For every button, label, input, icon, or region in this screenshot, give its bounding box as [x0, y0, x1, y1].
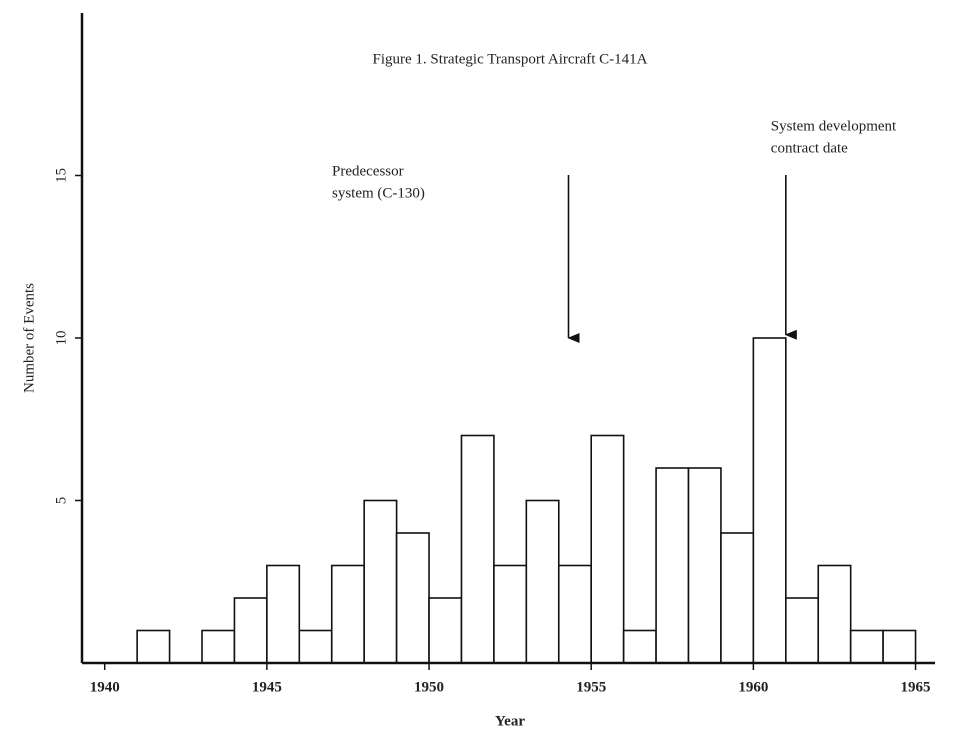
x-tick-label: 1940	[90, 679, 120, 695]
x-tick-label: 1955	[576, 679, 606, 695]
annotation-text: contract date	[771, 140, 848, 156]
bar	[266, 564, 301, 664]
bar	[525, 499, 560, 664]
bar	[428, 597, 463, 664]
chart-title: Figure 1. Strategic Transport Aircraft C…	[373, 51, 648, 67]
bar	[233, 597, 268, 664]
bar	[720, 532, 755, 664]
bar	[622, 629, 657, 664]
bar	[395, 532, 430, 664]
y-tick-label: 5	[53, 497, 69, 505]
annotation-text: System development	[771, 118, 897, 134]
bar	[557, 564, 593, 664]
x-tick-label: 1965	[901, 679, 931, 695]
annotation-text: Predecessor	[332, 163, 404, 179]
bar	[849, 629, 884, 664]
x-tick-label: 1950	[414, 679, 444, 695]
y-tick-label: 10	[53, 331, 69, 346]
y-axis-label: Number of Events	[21, 283, 37, 393]
annotation-text: system (C-130)	[332, 185, 425, 201]
bar	[817, 564, 852, 664]
bar	[493, 564, 528, 664]
bar	[136, 629, 171, 664]
x-axis-label: Year	[495, 713, 525, 729]
bar	[201, 629, 236, 664]
bar	[298, 629, 333, 664]
bar	[785, 597, 820, 664]
bar	[655, 467, 690, 664]
bar	[882, 629, 917, 664]
x-tick-label: 1960	[738, 679, 768, 695]
bar	[752, 337, 787, 664]
bar	[330, 564, 365, 664]
bar	[687, 467, 722, 664]
bar	[363, 499, 398, 664]
bar	[590, 434, 625, 664]
bar	[460, 434, 495, 664]
x-tick-label: 1945	[252, 679, 282, 695]
y-tick-label: 15	[53, 168, 69, 183]
